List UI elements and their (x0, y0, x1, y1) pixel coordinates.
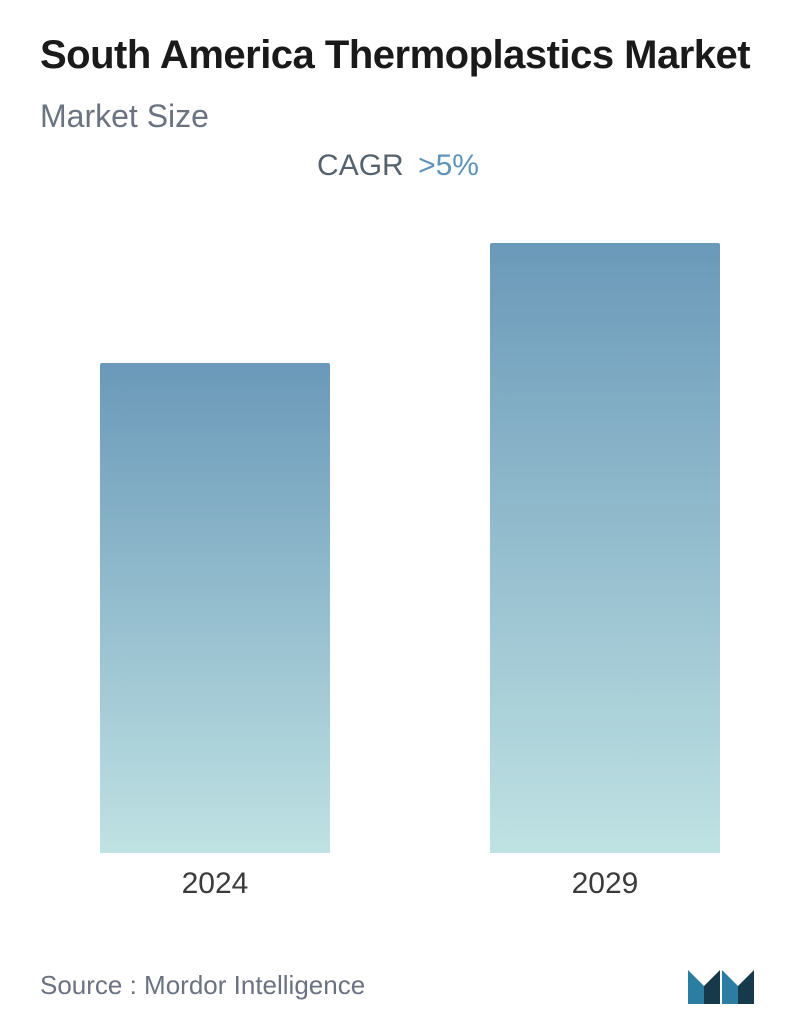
chart-plot-area: 2024 2029 (40, 193, 756, 1034)
cagr-annotation: CAGR >5% (40, 149, 756, 183)
chart-footer: Source : Mordor Intelligence (40, 964, 756, 1006)
brand-logo-icon (686, 964, 756, 1006)
cagr-value: >5% (418, 149, 479, 182)
bar-2024 (100, 363, 330, 853)
chart-subtitle: Market Size (40, 98, 756, 135)
cagr-label: CAGR (317, 149, 404, 182)
source-text: Source : Mordor Intelligence (40, 970, 365, 1001)
chart-title: South America Thermoplastics Market (40, 30, 756, 80)
chart-card: South America Thermoplastics Market Mark… (0, 0, 796, 1034)
bars-region: 20242029 (40, 193, 756, 853)
x-tick-label: 2024 (100, 867, 330, 901)
bar-2029 (490, 243, 720, 853)
x-tick-label: 2029 (490, 867, 720, 901)
